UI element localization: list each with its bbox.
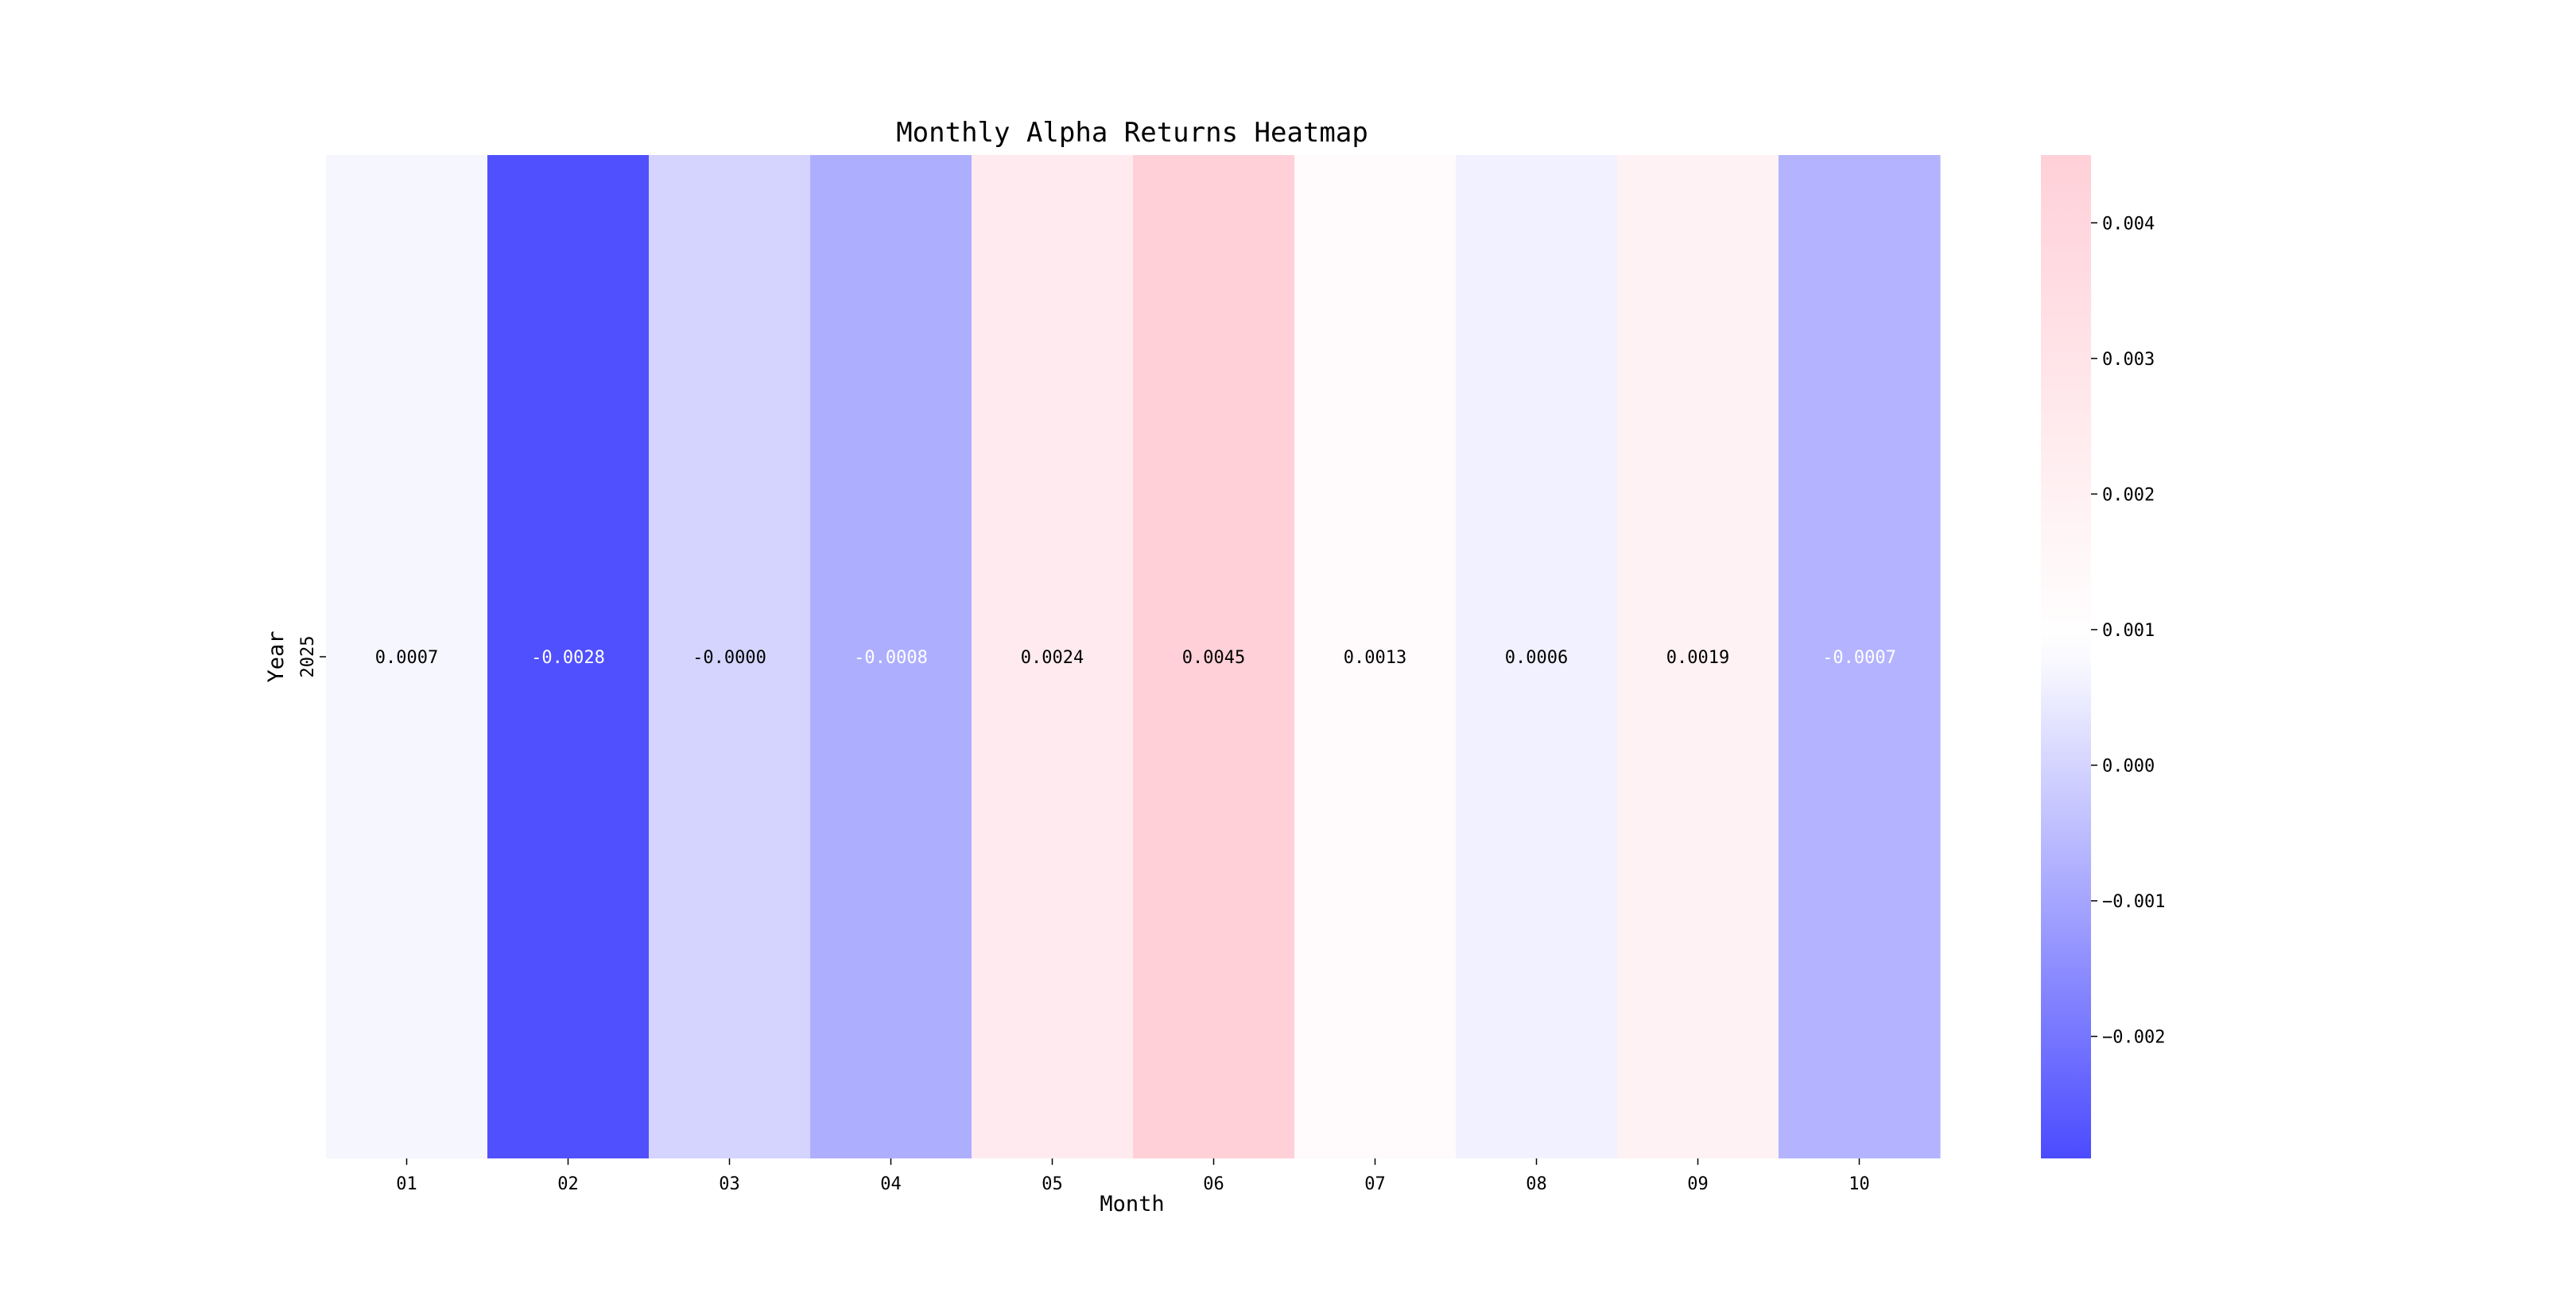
colorbar-tick-label: 0.002 [2102, 485, 2155, 505]
x-tick-label-08: 08 [1526, 1174, 1547, 1194]
cell-label-02: -0.0028 [531, 648, 605, 668]
y-axis-label: Year [264, 630, 289, 682]
x-tick-label-09: 09 [1687, 1174, 1709, 1194]
colorbar-tick-label: −0.001 [2102, 892, 2165, 912]
cell-label-01: 0.0007 [375, 648, 438, 668]
heatmap-cell-10 [1779, 155, 1941, 1158]
colorbar-tick-label: 0.004 [2102, 214, 2155, 234]
cell-label-03: -0.0000 [692, 648, 766, 668]
x-tick-label-03: 03 [719, 1174, 740, 1194]
heatmap-cell-05 [972, 155, 1134, 1158]
cell-label-04: -0.0008 [854, 648, 928, 668]
heatmap-cell-01 [326, 155, 488, 1158]
colorbar-tick-label: 0.000 [2102, 756, 2155, 776]
heatmap-cell-09 [1617, 155, 1779, 1158]
heatmap-cells: 0.0007 -0.0028 -0.0000 -0.0008 0.0024 0.0045 0… [326, 155, 1941, 1158]
cell-label-08: 0.0006 [1505, 648, 1568, 668]
x-axis-label: Month [1100, 1192, 1164, 1216]
x-tick-label-05: 05 [1042, 1174, 1063, 1194]
heatmap-cell-06 [1133, 155, 1295, 1158]
x-tick-label-06: 06 [1203, 1174, 1224, 1194]
heatmap-cell-04 [810, 155, 972, 1158]
heatmap-cell-03 [649, 155, 811, 1158]
y-axis-ticks: 2025 [298, 636, 326, 678]
chart-title: Monthly Alpha Returns Heatmap [896, 117, 1368, 149]
y-tick-label-2025: 2025 [298, 636, 318, 678]
heatmap-cell-08 [1456, 155, 1618, 1158]
colorbar: −0.002 −0.001 0.000 0.001 0.002 0.003 0.004 [2041, 155, 2165, 1158]
heatmap-cell-02 [487, 155, 650, 1158]
cell-label-07: 0.0013 [1344, 648, 1406, 668]
cell-label-06: 0.0045 [1182, 648, 1245, 668]
colorbar-gradient [2041, 155, 2091, 1158]
cell-label-09: 0.0019 [1666, 648, 1729, 668]
x-axis-ticks: 01 02 03 04 05 06 07 08 09 10 [396, 1158, 1870, 1194]
colorbar-tick-label: 0.003 [2102, 350, 2155, 370]
heatmap-cell-07 [1294, 155, 1457, 1158]
colorbar-tick-label: 0.001 [2102, 621, 2155, 641]
x-tick-label-04: 04 [880, 1174, 902, 1194]
x-tick-label-01: 01 [396, 1174, 417, 1194]
colorbar-tick-label: −0.002 [2102, 1028, 2165, 1048]
cell-label-10: -0.0007 [1822, 648, 1896, 668]
cell-label-05: 0.0024 [1021, 648, 1084, 668]
x-tick-label-10: 10 [1849, 1174, 1870, 1194]
x-tick-label-07: 07 [1364, 1174, 1386, 1194]
x-tick-label-02: 02 [557, 1174, 579, 1194]
